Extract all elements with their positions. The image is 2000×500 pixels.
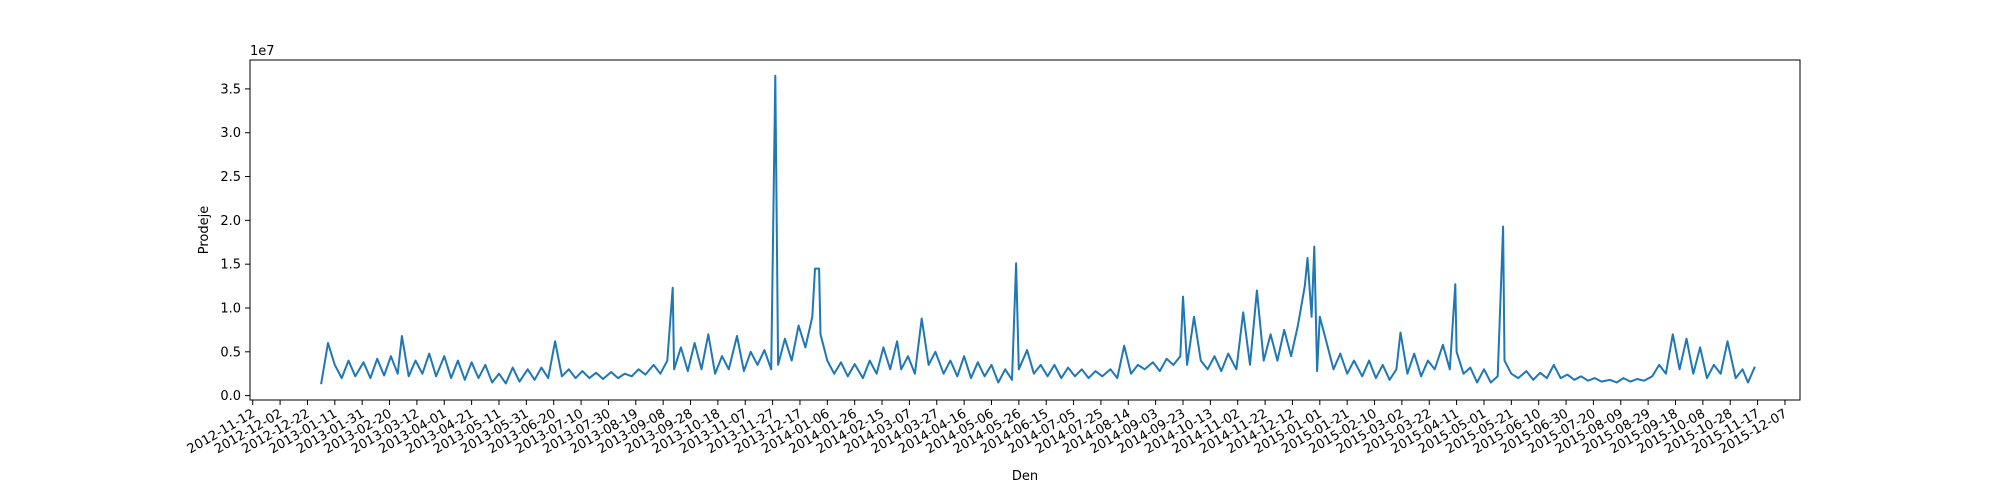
axes-frame: [249, 59, 1801, 401]
y-tick-label: 2.0: [220, 214, 241, 229]
x-axis-label: Den: [1012, 469, 1038, 484]
y-tick-label: 0.0: [220, 389, 241, 404]
y-axis-label: Prodeje: [197, 206, 212, 254]
y-tick-label: 1.5: [220, 258, 241, 273]
y-tick-label: 2.5: [220, 170, 241, 185]
y-tick-label: 3.5: [220, 82, 241, 97]
offset-label: 1e7: [250, 44, 275, 59]
series-line: [320, 74, 1756, 385]
y-tick-label: 1.0: [220, 301, 241, 316]
y-tick-label: 3.0: [220, 126, 241, 141]
y-tick-label: 0.5: [220, 345, 241, 360]
